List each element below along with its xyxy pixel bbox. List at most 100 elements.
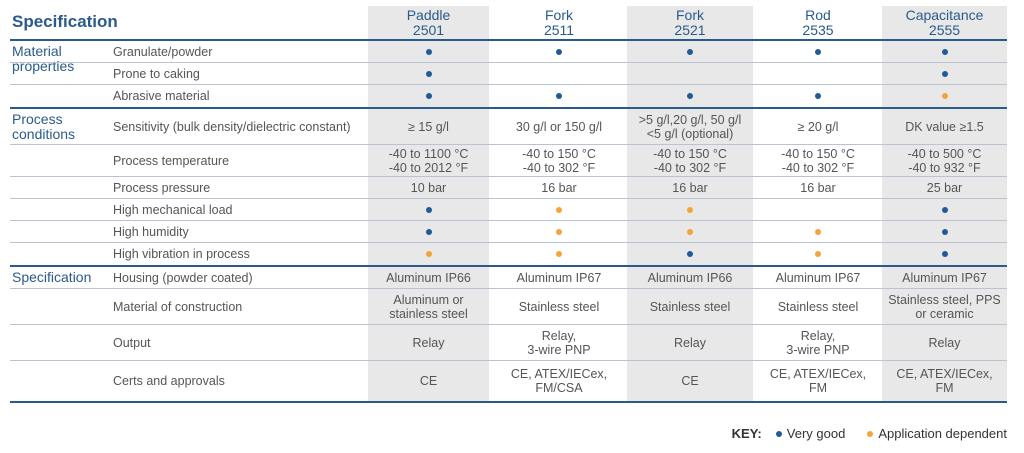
column-name: Capacitance bbox=[905, 7, 984, 23]
table-cell bbox=[627, 199, 753, 220]
table-cell: Aluminum IP67 bbox=[882, 267, 1007, 288]
column-model: 2501 bbox=[412, 22, 445, 38]
table-cell: CE bbox=[368, 361, 489, 401]
cell-text: ≥ 20 g/l bbox=[797, 119, 839, 134]
very-good-dot-icon bbox=[941, 228, 948, 235]
column-model: 2535 bbox=[802, 22, 834, 38]
cell-text: Stainless steel bbox=[777, 299, 859, 314]
cell-text: -40 to 150 °C -40 to 302 °F bbox=[653, 146, 727, 175]
table-cell: Relay, 3-wire PNP bbox=[496, 325, 622, 360]
table-cell bbox=[627, 41, 753, 62]
table-cell: -40 to 500 °C -40 to 932 °F bbox=[882, 145, 1007, 176]
table-cell bbox=[882, 199, 1007, 220]
application-dependent-dot-icon bbox=[556, 251, 562, 257]
table-cell: Stainless steel bbox=[496, 289, 622, 324]
table-cell: Stainless steel, PPS or ceramic bbox=[882, 289, 1007, 324]
column-name: Paddle bbox=[406, 7, 451, 23]
row-label: High humidity bbox=[113, 224, 189, 239]
table-cell bbox=[496, 63, 622, 84]
cell-text: Stainless steel bbox=[649, 299, 731, 314]
cell-text: CE bbox=[419, 374, 438, 388]
table-cell: CE, ATEX/IECex, FM/CSA bbox=[496, 361, 622, 401]
table-cell: Aluminum or stainless steel bbox=[368, 289, 489, 324]
table-row: Process pressure 10 bar 16 bar 16 bar 16 bar… bbox=[10, 177, 1007, 199]
table-cell bbox=[755, 41, 881, 62]
column-name: Fork bbox=[545, 7, 573, 23]
table-cell: 10 bar bbox=[368, 177, 489, 198]
cell-text: 16 bar bbox=[800, 180, 836, 195]
column-header-fork-2511: Fork 2511 bbox=[496, 6, 622, 39]
table-cell: Stainless steel bbox=[627, 289, 753, 324]
very-good-dot-icon bbox=[687, 93, 693, 99]
table-cell bbox=[368, 199, 489, 220]
table-cell: 25 bar bbox=[882, 177, 1007, 198]
cell-text: CE, ATEX/IECex, FM/CSA bbox=[510, 367, 608, 395]
table-cell bbox=[496, 243, 622, 265]
cell-text: CE, ATEX/IECex, FM bbox=[769, 367, 867, 395]
very-good-dot-icon bbox=[425, 228, 432, 235]
table-cell bbox=[368, 41, 489, 62]
very-good-dot-icon bbox=[425, 93, 432, 99]
cell-text: 25 bar bbox=[926, 180, 963, 195]
cell-text: -40 to 500 °C -40 to 932 °F bbox=[907, 146, 982, 175]
table-cell: >5 g/l,20 g/l, 50 g/l <5 g/l (optional) bbox=[627, 109, 753, 144]
very-good-dot-icon bbox=[425, 206, 432, 213]
column-name: Fork bbox=[676, 7, 704, 23]
application-dependent-dot-icon bbox=[815, 251, 821, 257]
cell-text: Stainless steel bbox=[518, 299, 600, 314]
cell-text: Aluminum IP67 bbox=[775, 270, 861, 285]
legend-label: KEY: bbox=[731, 426, 762, 441]
table-cell bbox=[882, 243, 1007, 265]
table-row: Housing (powder coated) Aluminum IP66 Alum… bbox=[10, 267, 1007, 289]
table-row: High humidity bbox=[10, 221, 1007, 243]
very-good-dot-icon bbox=[556, 93, 562, 99]
table-cell: CE, ATEX/IECex, FM bbox=[755, 361, 881, 401]
section-material-properties: Material properties Granulate/powder Prone… bbox=[10, 41, 1007, 109]
table-cell bbox=[368, 243, 489, 265]
very-good-dot-icon bbox=[941, 70, 948, 77]
application-dependent-dot-icon bbox=[687, 228, 693, 235]
table-cell bbox=[368, 63, 489, 84]
table-cell: Aluminum IP67 bbox=[755, 267, 881, 288]
very-good-dot-icon bbox=[687, 251, 693, 257]
table-cell bbox=[882, 221, 1007, 242]
column-model: 2511 bbox=[543, 22, 575, 38]
table-row: Certs and approvals CE CE, ATEX/IECex, FM/C… bbox=[10, 361, 1007, 401]
cell-text: Relay bbox=[412, 335, 445, 350]
table-cell bbox=[627, 243, 753, 265]
row-label: Granulate/powder bbox=[113, 44, 213, 59]
row-label: Prone to caking bbox=[113, 66, 200, 81]
table-cell: Aluminum IP67 bbox=[496, 267, 622, 288]
table-cell bbox=[496, 199, 622, 220]
cell-text: Relay bbox=[674, 335, 706, 350]
application-dependent-dot-icon bbox=[941, 93, 948, 99]
row-label: Abrasive material bbox=[113, 89, 210, 103]
application-dependent-dot-icon bbox=[556, 206, 562, 213]
table-row: Sensitivity (bulk density/dielectric con… bbox=[10, 109, 1007, 145]
cell-text: CE, ATEX/IECex, FM bbox=[896, 367, 993, 395]
column-header-fork-2521: Fork 2521 bbox=[627, 6, 753, 39]
column-header-paddle-2501: Paddle 2501 bbox=[368, 6, 489, 39]
table-cell bbox=[627, 63, 753, 84]
table-row: High mechanical load bbox=[10, 199, 1007, 221]
section-label: Specification bbox=[12, 269, 92, 285]
table-row: High vibration in process bbox=[10, 243, 1007, 265]
row-label: High mechanical load bbox=[113, 202, 233, 217]
very-good-dot-icon bbox=[425, 48, 432, 55]
table-row: Material of construction Aluminum or stain… bbox=[10, 289, 1007, 325]
table-cell bbox=[755, 243, 881, 265]
table-cell bbox=[755, 199, 881, 220]
cell-text: Stainless steel, PPS or ceramic bbox=[888, 292, 1001, 321]
legend: KEY: Very good Application dependent bbox=[732, 426, 1007, 441]
very-good-dot-icon bbox=[775, 430, 782, 437]
column-model: 2521 bbox=[674, 22, 706, 38]
application-dependent-dot-icon bbox=[867, 430, 874, 437]
table-row: Process temperature -40 to 1100 °C -40 to … bbox=[10, 145, 1007, 177]
application-dependent-dot-icon bbox=[687, 206, 693, 213]
application-dependent-dot-icon bbox=[556, 228, 562, 235]
row-label: Housing (powder coated) bbox=[113, 270, 253, 285]
table-header: Specification Paddle 2501 Fork 2511 Fork 2521… bbox=[10, 6, 1007, 41]
row-label: Process pressure bbox=[113, 180, 211, 195]
table-row: Granulate/powder bbox=[10, 41, 1007, 63]
row-label: Certs and approvals bbox=[113, 374, 225, 388]
